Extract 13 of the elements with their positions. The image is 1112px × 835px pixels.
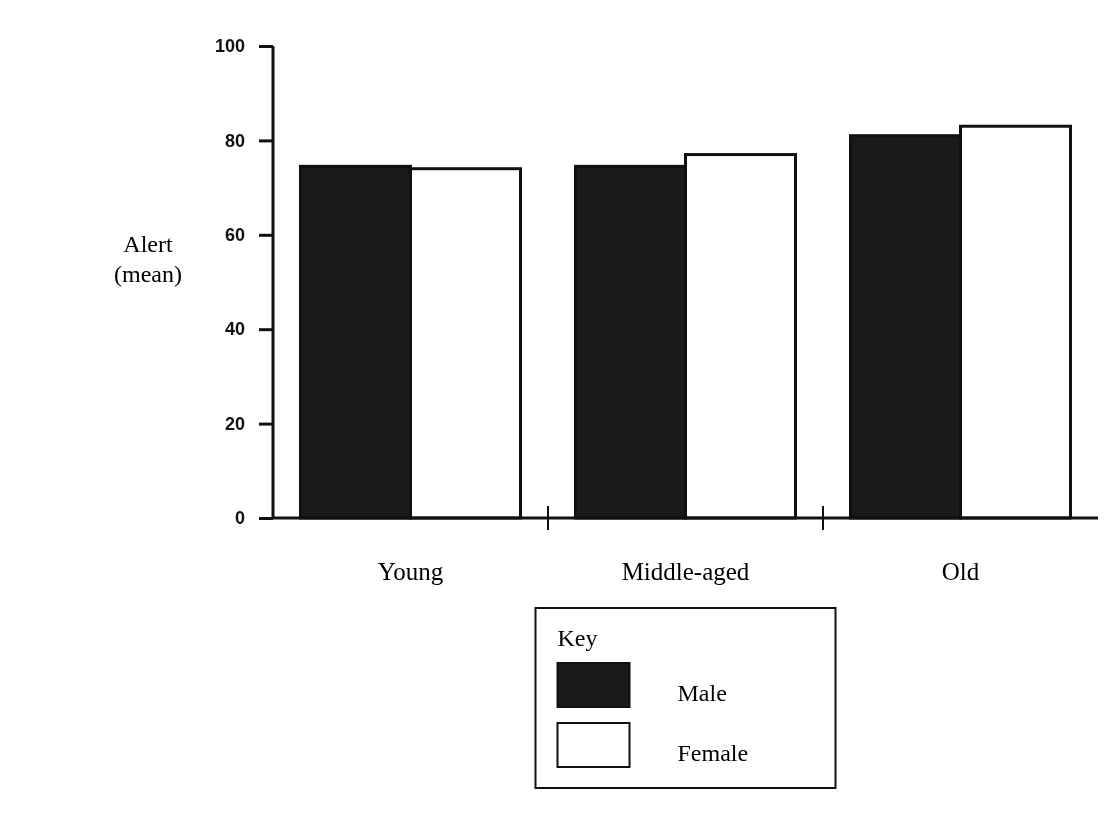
x-tick-label: Old xyxy=(941,558,980,585)
y-tick-label: 20 xyxy=(224,413,245,434)
legend-label: Female xyxy=(677,740,749,766)
y-axis-title: Alert (mean) xyxy=(114,231,182,287)
legend-label: Male xyxy=(677,680,727,706)
y-tick-label: 80 xyxy=(224,130,245,151)
x-tick-label: Middle-aged xyxy=(621,558,750,585)
y-tick-label: 100 xyxy=(214,36,245,57)
y-tick-label: 60 xyxy=(224,225,245,246)
y-tick-label: 0 xyxy=(234,508,245,529)
y-tick-label: 40 xyxy=(224,319,245,340)
legend-title: Key xyxy=(557,625,598,651)
x-tick-label: Young xyxy=(377,558,444,585)
